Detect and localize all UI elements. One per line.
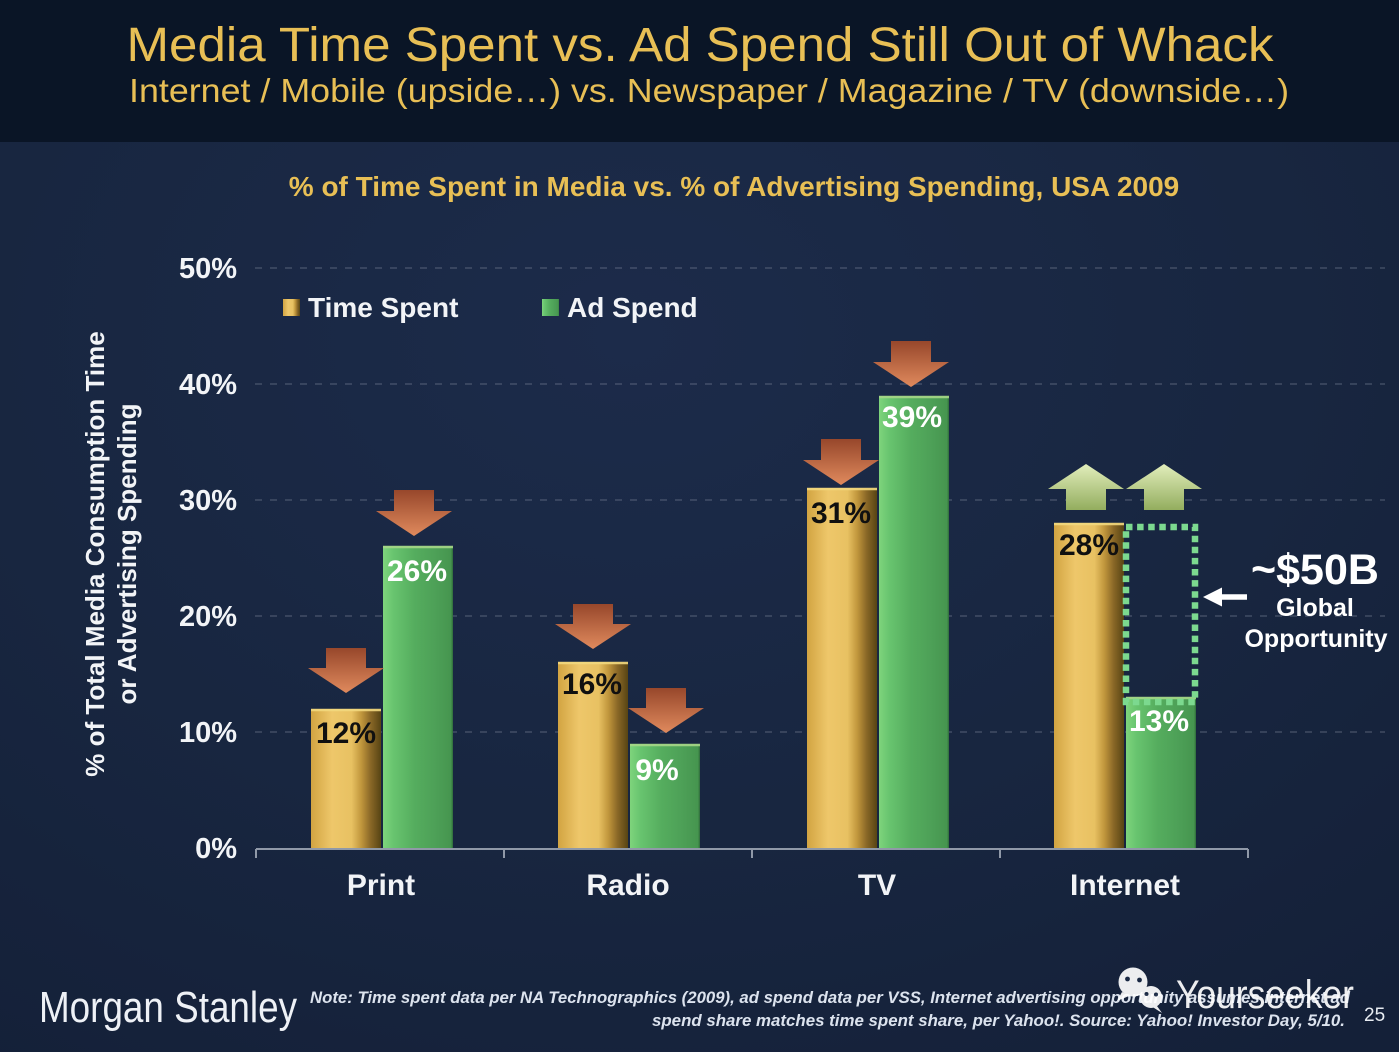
svg-text:9%: 9% (635, 754, 678, 787)
svg-text:26%: 26% (387, 555, 447, 588)
svg-text:20%: 20% (179, 601, 237, 633)
svg-text:Internet / Mobile (upside…) vs: Internet / Mobile (upside…) vs. Newspape… (129, 72, 1289, 109)
svg-text:Morgan Stanley: Morgan Stanley (39, 983, 297, 1032)
svg-text:Global: Global (1276, 594, 1354, 622)
svg-text:~$50B: ~$50B (1251, 546, 1379, 594)
svg-text:Print: Print (347, 869, 415, 902)
svg-text:Media Time Spent vs. Ad Spend: Media Time Spent vs. Ad Spend Still Out … (127, 19, 1275, 72)
svg-text:0%: 0% (195, 833, 237, 865)
svg-text:Opportunity: Opportunity (1244, 625, 1387, 653)
svg-text:% of Time Spent in Media vs. %: % of Time Spent in Media vs. % of Advert… (289, 171, 1179, 202)
svg-text:10%: 10% (179, 717, 237, 749)
svg-text:31%: 31% (811, 497, 871, 530)
svg-text:spend share matches time spent: spend share matches time spent share, pe… (652, 1011, 1345, 1030)
svg-text:40%: 40% (179, 369, 237, 401)
svg-text:Ad Spend: Ad Spend (567, 292, 698, 323)
svg-text:Radio: Radio (586, 869, 669, 902)
svg-text:or Advertising Spending: or Advertising Spending (112, 404, 142, 705)
svg-text:TV: TV (858, 869, 896, 902)
svg-text:Internet: Internet (1070, 869, 1180, 902)
svg-text:28%: 28% (1059, 529, 1119, 562)
svg-text:50%: 50% (179, 253, 237, 285)
svg-text:Yourseeker: Yourseeker (1176, 973, 1354, 1017)
svg-text:25: 25 (1364, 1005, 1385, 1026)
svg-text:% of Total Media Consumption T: % of Total Media Consumption Time (80, 331, 110, 776)
svg-text:Time Spent: Time Spent (308, 292, 458, 323)
svg-text:16%: 16% (562, 668, 622, 701)
svg-text:30%: 30% (179, 485, 237, 517)
svg-text:13%: 13% (1129, 705, 1189, 738)
svg-text:Note: Time spent data per NA T: Note: Time spent data per NA Technograph… (310, 988, 1351, 1007)
svg-text:39%: 39% (882, 401, 942, 434)
svg-text:12%: 12% (316, 717, 376, 750)
